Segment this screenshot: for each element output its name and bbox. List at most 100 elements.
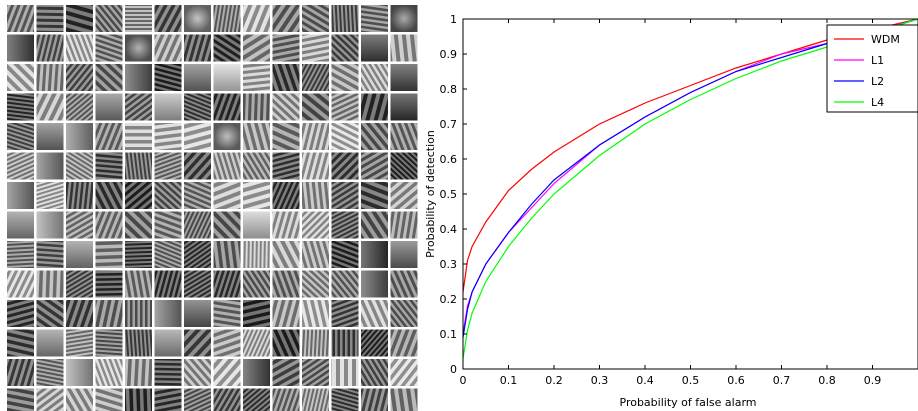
filter-patch [66,123,93,150]
filter-patch [154,93,182,121]
x-tick-label: 0.2 [545,374,563,387]
filter-patch [243,270,270,298]
filter-patch [125,34,152,62]
filter-patch [154,152,182,180]
filter-patch [184,34,211,62]
filter-patch [213,270,241,298]
filter-patch [95,93,123,121]
filter-patch [302,270,329,298]
filter-patch [36,93,64,121]
filter-patch [302,93,329,121]
filter-patch [213,5,241,32]
filter-patch [390,270,418,298]
filter-patch [243,64,270,91]
filter-patch [361,5,388,32]
y-tick-label: 0.7 [440,118,458,131]
filter-patch [184,300,211,327]
filter-patch [213,152,241,180]
filter-patch [213,211,241,239]
filter-patch [243,211,270,239]
filter-patch [36,211,64,239]
y-axis-label: Probability of detection [424,130,437,258]
filter-patch [243,123,270,150]
x-tick-label: 0.6 [727,374,745,387]
filter-patch [7,5,34,32]
filter-patch [154,34,182,62]
filter-patch [66,329,93,357]
filter-patch [302,5,329,32]
filter-patch [66,34,93,62]
x-tick-label: 0.3 [591,374,609,387]
filter-patch [243,152,270,180]
filter-patch [213,34,241,62]
filter-patch [7,93,34,121]
series-line-l2 [462,18,918,338]
filter-patch [184,241,211,268]
filter-patch [7,388,34,411]
filter-patch [361,211,388,239]
filter-patch [272,300,300,327]
filter-patch [390,388,418,411]
filter-patch [390,359,418,386]
filter-patch [331,152,359,180]
filter-patch [243,241,270,268]
filter-patch [331,359,359,386]
series-line-wdm [462,18,918,293]
filter-patch [243,5,270,32]
filter-patch [361,388,388,411]
filter-patch [302,64,329,91]
series-line-l4 [462,18,918,359]
filter-patch [95,329,123,357]
legend: WDM L1 L2 L4 [826,24,918,113]
filter-patch [95,152,123,180]
filter-patch [36,270,64,298]
filter-patch [95,241,123,268]
filter-patch [213,93,241,121]
filter-patch [361,123,388,150]
y-tick-label: 0.3 [440,258,458,271]
filter-patch [331,211,359,239]
filter-patch [390,64,418,91]
filter-patch [7,64,34,91]
filter-patch [66,388,93,411]
filter-patch [36,241,64,268]
filter-patch [36,34,64,62]
y-tick-label: 0 [450,363,457,376]
x-tick-label: 0.8 [818,374,836,387]
filter-patch [361,300,388,327]
filter-patch [302,359,329,386]
filter-patch [95,300,123,327]
filter-patch [66,241,93,268]
filter-patch [302,152,329,180]
filter-patch [331,93,359,121]
filter-patch [184,93,211,121]
y-tick-label: 0.4 [440,223,458,236]
filter-patch [36,182,64,209]
filter-patch [125,182,152,209]
filter-patch [213,359,241,386]
filter-patch [95,211,123,239]
filter-patch [66,93,93,121]
y-axis: 0 0.1 0.2 0.3 0.4 0.5 0.6 0.7 0.8 0.9 1 [440,13,467,376]
filter-patch [154,123,182,150]
filter-patch [302,34,329,62]
filter-patch [184,359,211,386]
filter-patch [66,152,93,180]
filter-patch [95,123,123,150]
filter-patch [7,241,34,268]
filter-patch [125,93,152,121]
filter-patch [213,241,241,268]
filter-patch [302,241,329,268]
filter-patch [213,64,241,91]
filter-patch [243,34,270,62]
filter-patch [243,182,270,209]
filter-patch [36,64,64,91]
filter-patch [36,300,64,327]
filter-patch [272,211,300,239]
filter-patch [36,5,64,32]
filter-patch [66,359,93,386]
legend-label: L1 [871,54,884,67]
x-tick-label: 0.7 [773,374,791,387]
filter-patch [302,123,329,150]
filter-patch [154,329,182,357]
